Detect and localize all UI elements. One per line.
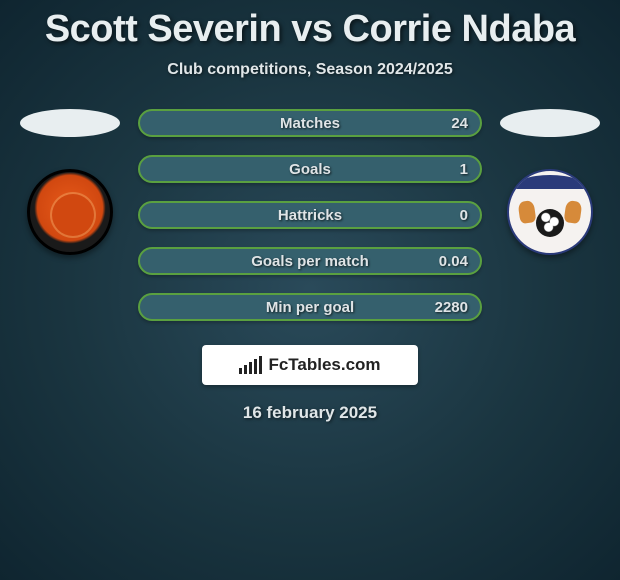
brand-bar (244, 365, 247, 374)
crest-ball-icon (536, 209, 564, 237)
club-crest-right (507, 169, 593, 255)
main-row: Matches 24 Goals 1 Hattricks 0 Goals per match… (0, 107, 620, 321)
content-wrapper: Scott Severin vs Corrie Ndaba Club compe… (0, 0, 620, 423)
club-crest-left (27, 169, 113, 255)
stat-value-right: 0 (460, 207, 468, 224)
crest-animal-right (564, 200, 583, 224)
stat-label: Goals (289, 161, 331, 178)
stat-label: Min per goal (266, 299, 354, 316)
stat-pill: Goals 1 (138, 155, 482, 183)
stat-pill: Matches 24 (138, 109, 482, 137)
brand-bars-icon (239, 356, 262, 374)
crest-animal-left (518, 200, 537, 224)
brand-text: FcTables.com (268, 355, 380, 375)
brand-bar (249, 362, 252, 374)
stat-value-right: 24 (451, 115, 468, 132)
brand-bar (259, 356, 262, 374)
date-label: 16 february 2025 (0, 403, 620, 423)
stat-label: Goals per match (251, 253, 369, 270)
stats-list: Matches 24 Goals 1 Hattricks 0 Goals per match… (138, 107, 482, 321)
stat-label: Hattricks (278, 207, 342, 224)
player-silhouette-left (20, 109, 120, 137)
brand-bar (254, 359, 257, 374)
brand-watermark: FcTables.com (202, 345, 418, 385)
brand-bar (239, 368, 242, 374)
left-column (20, 107, 120, 255)
player-silhouette-right (500, 109, 600, 137)
subtitle: Club competitions, Season 2024/2025 (0, 61, 620, 79)
stat-label: Matches (280, 115, 340, 132)
page-title: Scott Severin vs Corrie Ndaba (0, 8, 620, 51)
stat-pill: Hattricks 0 (138, 201, 482, 229)
crest-stripe (513, 175, 587, 189)
stat-value-right: 0.04 (439, 253, 468, 270)
right-column (500, 107, 600, 255)
stat-pill: Goals per match 0.04 (138, 247, 482, 275)
stat-pill: Min per goal 2280 (138, 293, 482, 321)
stat-value-right: 1 (460, 161, 468, 178)
stat-value-right: 2280 (435, 299, 468, 316)
